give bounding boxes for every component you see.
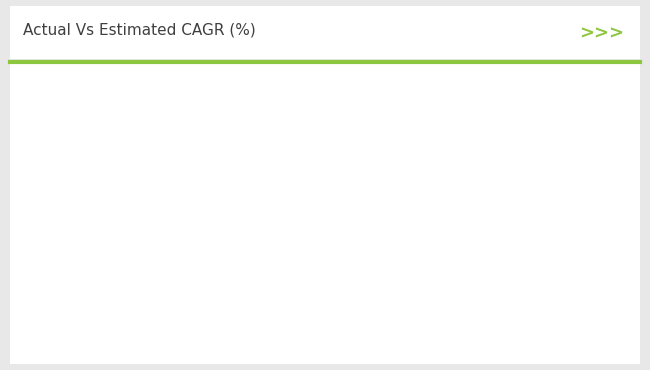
Y-axis label: Growth Rate (%): Growth Rate (%) xyxy=(14,163,23,249)
Text: Actual Vs Estimated CAGR (%): Actual Vs Estimated CAGR (%) xyxy=(23,22,255,37)
Text: >>>: >>> xyxy=(579,24,624,43)
